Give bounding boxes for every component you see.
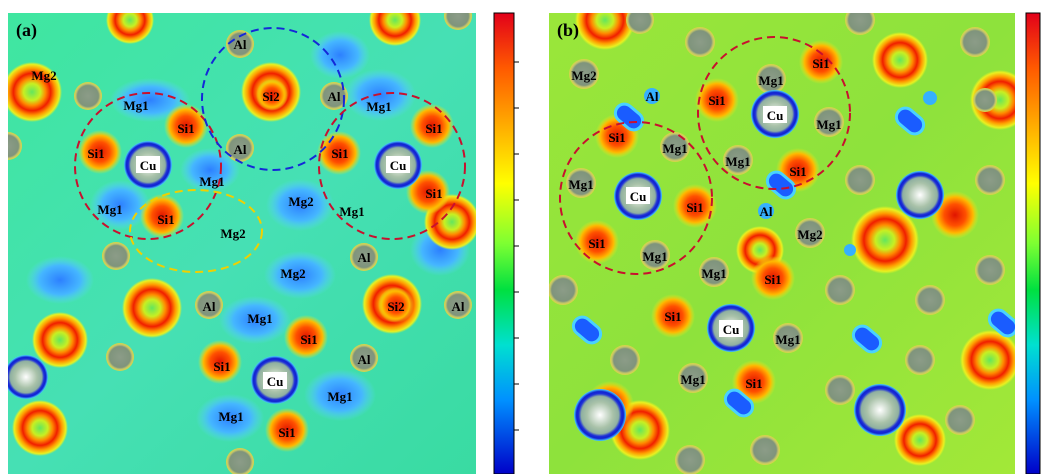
cu-label: Cu [767,108,784,123]
panel-a-map [8,13,476,474]
atom-label: Si1 [588,236,605,251]
atom-label: Si1 [708,93,725,108]
atom-label: Mg1 [247,311,272,326]
atom-label: Mg1 [199,174,224,189]
atom-label: Al [646,89,659,104]
atom-label: Mg1 [701,266,726,281]
dashed-circle-blue [201,27,345,171]
cu-label: Cu [390,158,407,173]
atom-label: Si1 [812,56,829,71]
atom-label: Al [328,89,341,104]
panel-a-labels: Al Si2 Al Mg1 Mg2 Mg1 Si1 Al Si1 Si1 Si1 Si1 Mg1 Mg2 M… [31,37,465,440]
atom-label: Si1 [157,212,174,227]
atom-label: Mg2 [31,68,56,83]
atom-label: Al [358,352,371,367]
atom-label: Al [234,37,247,52]
atom-label: Mg1 [568,177,593,192]
atom-label: Si1 [177,121,194,136]
dashed-ellipse-yellow [129,189,263,273]
cu-label: Cu [267,374,284,389]
atom-label: Al [234,142,247,157]
atom-label: Si2 [387,299,404,314]
dashed-circle-red [318,92,466,240]
atom-label: Si1 [745,376,762,391]
cu-label: Cu [723,322,740,337]
panel-letter-a: (a) [16,20,37,41]
colorbar-b [1025,12,1041,474]
colorbar-a [493,12,519,474]
atom-label: Si1 [764,272,781,287]
atom-label: Mg1 [725,154,750,169]
cu-label-box [719,320,743,337]
atom-label: Si1 [425,121,442,136]
atom-label: Mg1 [642,249,667,264]
atom-label: Si2 [262,89,279,104]
atom-label: Si1 [664,309,681,324]
atom-label: Mg1 [339,204,364,219]
atom-label: Si1 [300,332,317,347]
atom-label: Si1 [278,425,295,440]
cu-label-box [626,187,650,204]
panel-b-map [549,13,1015,474]
cu-label: Cu [630,189,647,204]
atom-label: Mg1 [816,117,841,132]
atom-label: Mg1 [218,409,243,424]
atom-label: Al [452,299,465,314]
cu-label-box [386,156,410,173]
atom-label: Si1 [87,146,104,161]
atom-label: Mg1 [97,202,122,217]
panel-b-labels: Mg2 Al Mg1 Si1 Si1 Mg1 Si1 Mg1 Mg1 Si1 Mg1 Si1 Al Mg2… [568,56,841,391]
atom-label: Mg1 [366,99,391,114]
atom-label: Mg1 [775,332,800,347]
cu-label-box [136,156,160,173]
atom-label: Mg2 [571,68,596,83]
cu-label: Cu [140,158,157,173]
atom-label: Si1 [789,164,806,179]
atom-label: Mg2 [280,266,305,281]
atom-label: Al [760,204,773,219]
dashed-circle-red [74,92,222,240]
atom-label: Mg2 [288,194,313,209]
atom-label: Al [203,299,216,314]
atom-label: Si1 [686,200,703,215]
atom-label: Mg1 [662,141,687,156]
atom-label: Mg1 [680,372,705,387]
atom-label: Si1 [213,359,230,374]
cu-label-box [263,372,287,389]
atom-label: Si1 [331,146,348,161]
atom-label: Mg2 [797,227,822,242]
atom-label: Mg1 [327,389,352,404]
panel-letter-b: (b) [557,20,579,41]
atom-label: Mg1 [123,98,148,113]
cu-label-box [763,106,787,123]
atom-label: Al [358,250,371,265]
atom-label: Mg1 [758,73,783,88]
dashed-circle-red [697,36,851,190]
atom-label: Si1 [608,130,625,145]
dashed-circle-red [559,121,713,275]
atom-label: Si1 [425,186,442,201]
atom-label: Mg2 [220,226,245,241]
